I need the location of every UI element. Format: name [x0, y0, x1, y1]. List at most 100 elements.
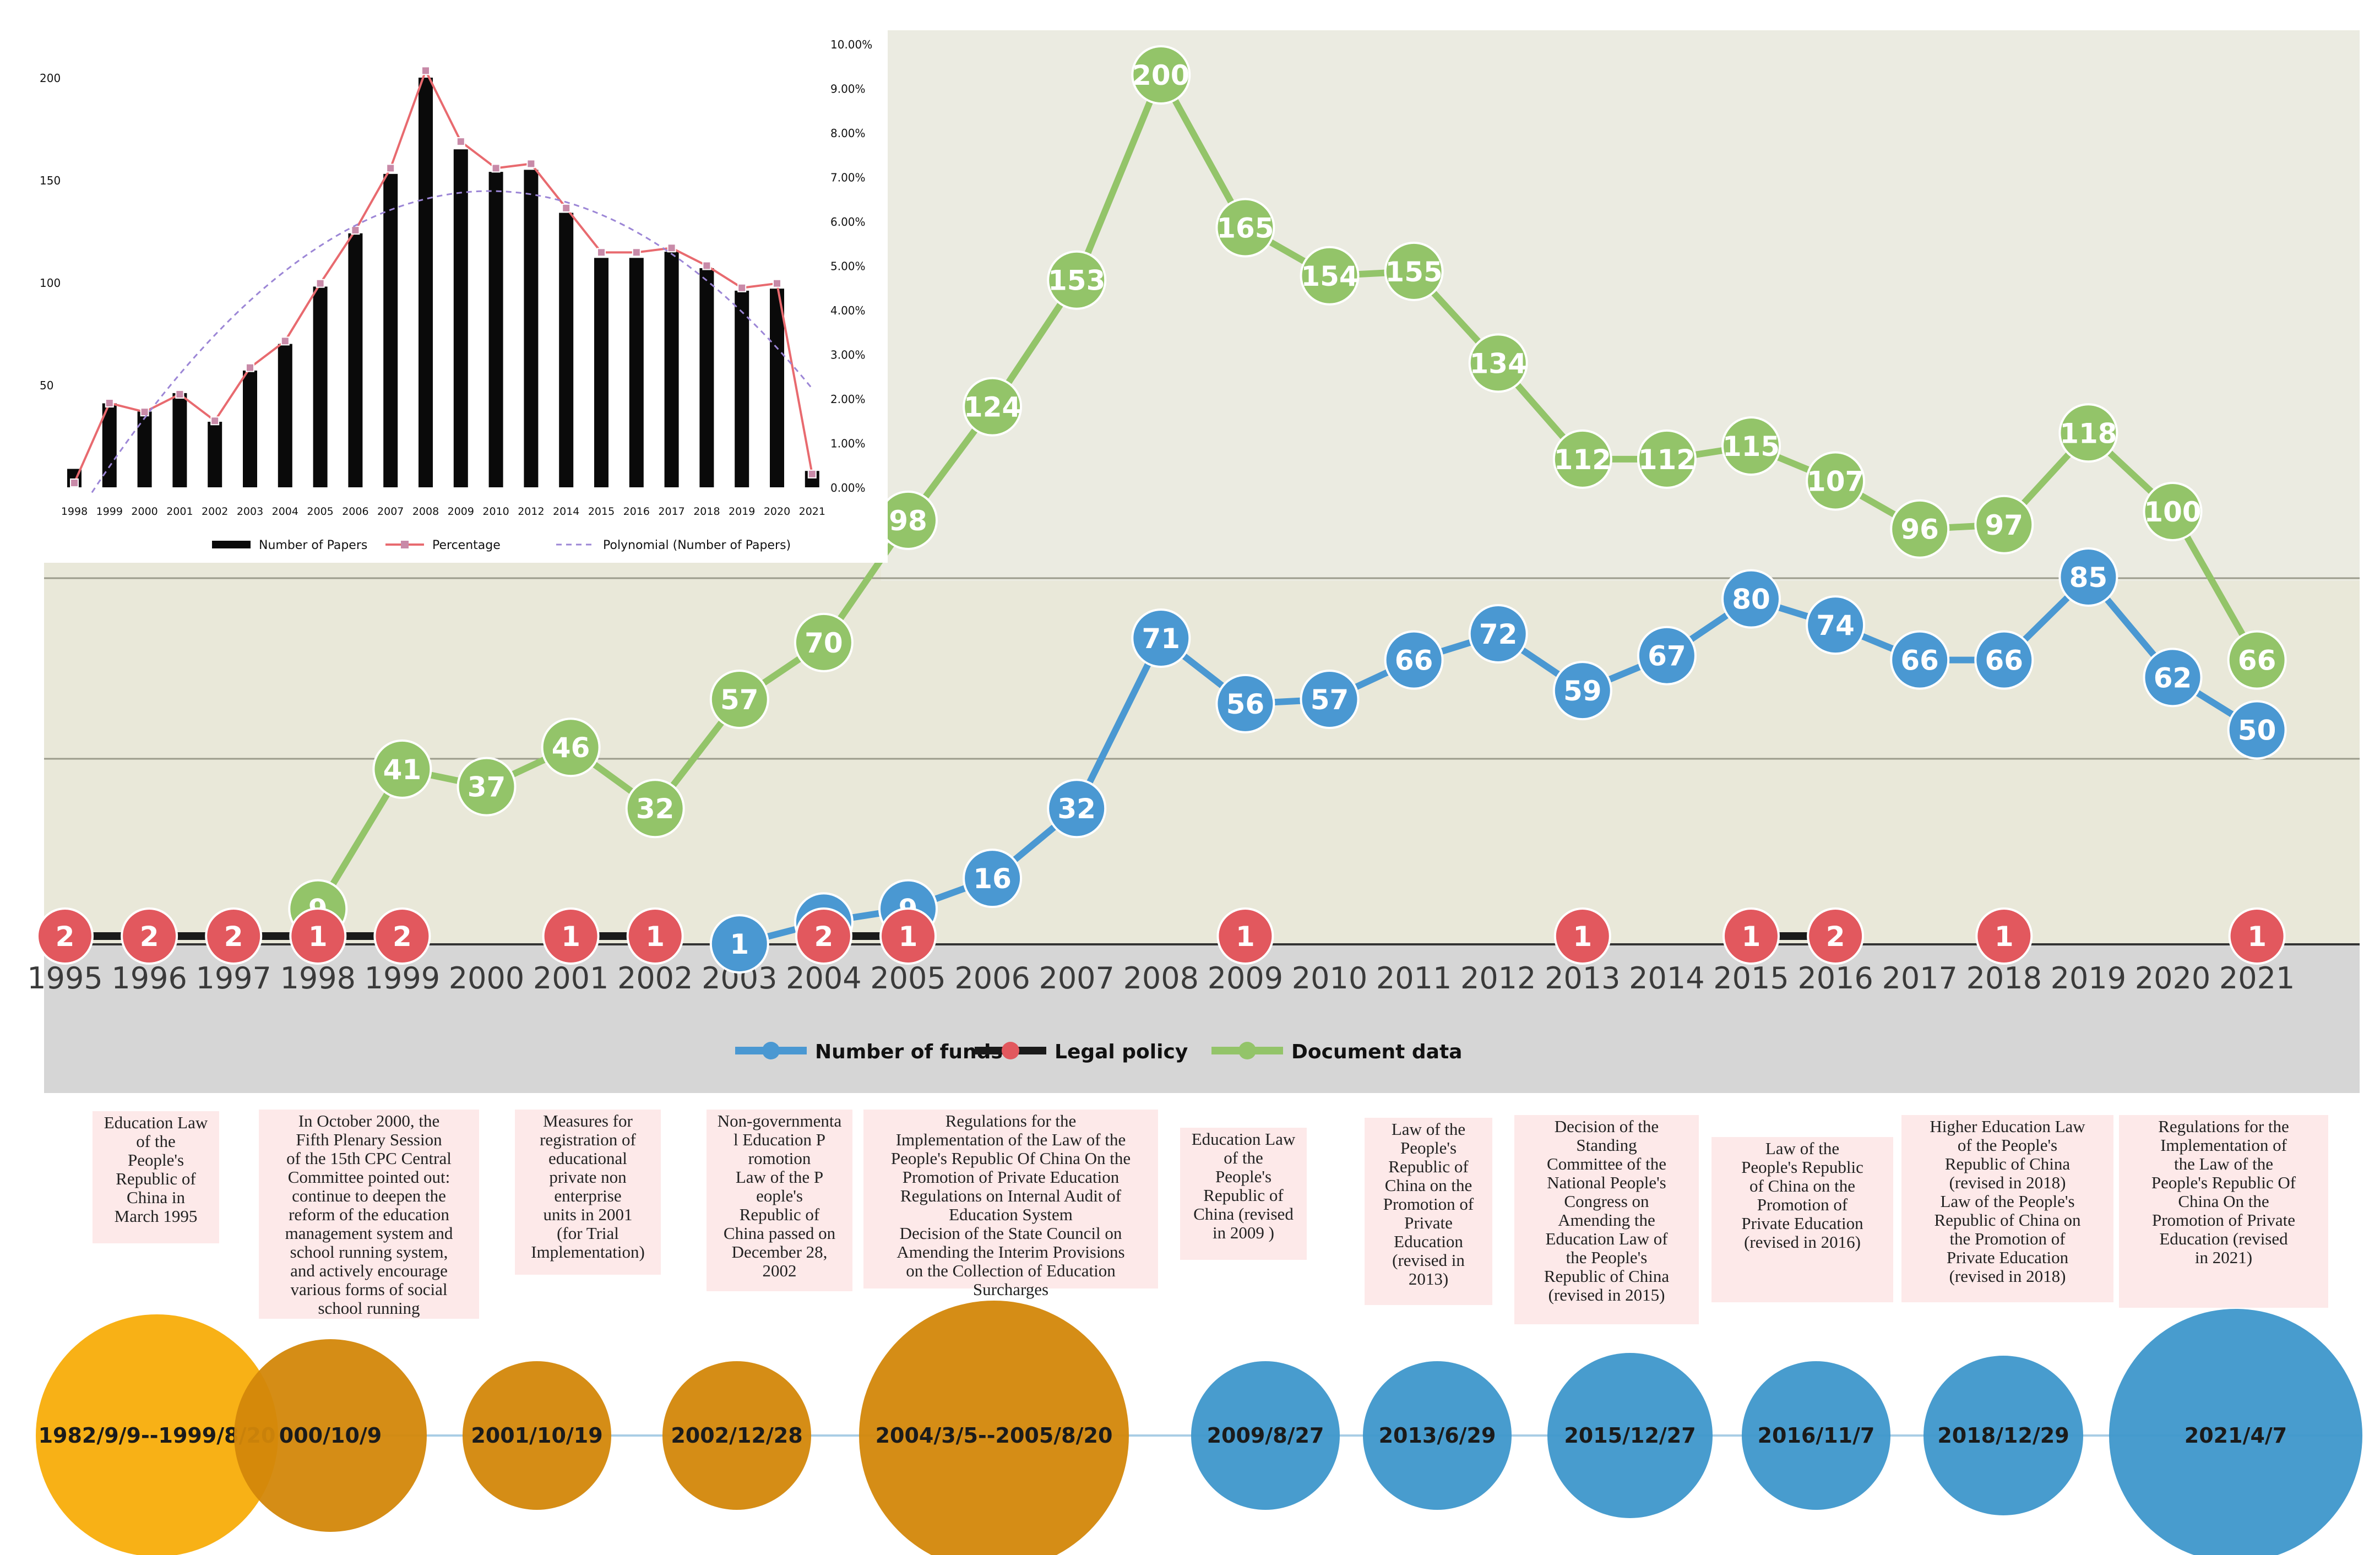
policy-note: Education Law of the People's Republic o… — [93, 1111, 219, 1243]
data-label: 1 — [308, 921, 328, 953]
data-label: 74 — [1816, 610, 1855, 641]
data-point — [1047, 250, 1107, 310]
data-label: 2 — [393, 921, 412, 953]
data-point — [1384, 241, 1444, 301]
inset-percentage-marker — [351, 226, 360, 235]
data-point — [1975, 907, 2033, 965]
data-point — [36, 907, 94, 965]
inset-bar — [524, 170, 539, 487]
inset-y2-tick: 6.00% — [830, 215, 866, 229]
data-point — [963, 377, 1023, 437]
inset-x-tick: 2012 — [518, 505, 544, 518]
inset-y2-tick: 10.00% — [830, 38, 872, 51]
inset-percentage-marker — [807, 469, 817, 479]
inset-bar — [278, 344, 292, 487]
data-point — [541, 717, 601, 778]
timeline-circle — [234, 1339, 427, 1532]
legend-label: Legal policy — [1055, 1041, 1188, 1063]
inset-bar — [137, 411, 152, 487]
inset-percentage-marker — [597, 248, 606, 257]
data-label: 112 — [1554, 444, 1611, 476]
inset-bar — [735, 290, 749, 487]
inset-percentage-marker — [773, 279, 781, 288]
data-point — [1216, 907, 1274, 965]
data-point — [625, 779, 685, 839]
data-label: 1 — [645, 921, 665, 953]
inset-percentage-marker — [246, 363, 254, 372]
data-label: 2 — [140, 921, 159, 953]
inset-bar — [488, 172, 503, 487]
data-label: 124 — [964, 392, 1021, 423]
inset-bar — [348, 233, 363, 487]
timeline-circle — [859, 1301, 1129, 1555]
x-tick-label: 2011 — [1376, 961, 1452, 996]
data-label: 56 — [1226, 688, 1265, 720]
data-point — [1131, 608, 1191, 668]
inset-bar — [770, 289, 784, 487]
data-point — [542, 907, 600, 965]
data-point — [1890, 499, 1950, 559]
data-point — [457, 757, 517, 817]
inset-x-tick: 2019 — [729, 505, 755, 518]
data-point — [1553, 907, 1611, 965]
data-label: 1 — [730, 928, 749, 960]
data-label: 153 — [1048, 265, 1105, 297]
inset-y2-tick: 3.00% — [830, 349, 866, 362]
timeline-date-label: 2021/4/7 — [2185, 1423, 2287, 1448]
data-label: 46 — [552, 732, 590, 764]
inset-x-tick: 2007 — [377, 505, 404, 518]
data-label: 165 — [1216, 213, 1274, 244]
inset-bar — [383, 173, 398, 488]
inset-bar — [664, 252, 679, 487]
inset-y-tick: 150 — [40, 174, 61, 187]
data-label: 50 — [2238, 715, 2276, 747]
inset-legend: Number of Papers Percentage Polynomial (Nu… — [212, 539, 791, 552]
timeline-circles: 1982/9/9--1999/8/20 000/10/9 2001/10/19 200… — [36, 1301, 2362, 1555]
inset-x-tick: 2001 — [166, 505, 193, 518]
inset-x-tick: 2008 — [412, 505, 439, 518]
inset-bar — [453, 149, 468, 487]
data-label: 1 — [1742, 921, 1761, 953]
inset-x-tick: 2005 — [307, 505, 333, 518]
data-point — [1807, 907, 1865, 965]
inset-percentage-marker — [316, 279, 325, 288]
x-tick-label: 2012 — [1460, 961, 1536, 996]
data-label: 2 — [1826, 921, 1845, 953]
x-axis-year-labels: 1995 1996 1997 1998 1999 2000 2001 2002 2003 2004… — [27, 961, 2295, 996]
inset-y-tick: 50 — [40, 379, 53, 392]
inset-legend-marker — [401, 541, 409, 548]
plot-background-top — [881, 30, 2360, 581]
data-label: 1 — [1573, 921, 1592, 953]
inset-bar — [419, 78, 433, 487]
data-label: 71 — [1142, 623, 1181, 655]
data-label: 118 — [2060, 417, 2117, 449]
legend-label: Number of funds — [815, 1041, 1003, 1063]
timeline-date-label: 2002/12/28 — [671, 1423, 802, 1448]
data-label: 107 — [1807, 465, 1864, 497]
data-label: 1 — [899, 921, 918, 953]
data-label: 57 — [720, 684, 759, 716]
policy-note: Decision of the Standing Committee of th… — [1514, 1115, 1699, 1324]
inset-bar — [313, 286, 328, 487]
timeline-circle — [1191, 1361, 1340, 1510]
inset-percentage-marker — [105, 399, 114, 408]
timeline-date-label: 2009/8/27 — [1207, 1423, 1324, 1448]
data-point — [372, 739, 432, 799]
x-tick-label: 1996 — [111, 961, 187, 996]
data-point — [1721, 416, 1781, 476]
data-label: 2 — [56, 921, 75, 953]
inset-percentage-marker — [386, 164, 395, 173]
data-label: 1 — [561, 921, 580, 953]
main-line-chart: 1995 1996 1997 1998 1999 2000 2001 2002 2003 2004… — [27, 30, 2360, 1093]
data-point — [1974, 494, 2034, 554]
data-point — [626, 907, 684, 965]
legend-marker — [1238, 1042, 1256, 1059]
inset-percentage-marker — [421, 66, 430, 75]
data-label: 2 — [224, 921, 243, 953]
data-label: 62 — [2154, 662, 2192, 694]
data-point — [1890, 630, 1950, 690]
inset-x-tick: 2015 — [588, 505, 615, 518]
data-point — [2058, 547, 2118, 607]
inset-background — [0, 0, 888, 563]
inset-legend-label: Percentage — [432, 539, 501, 552]
